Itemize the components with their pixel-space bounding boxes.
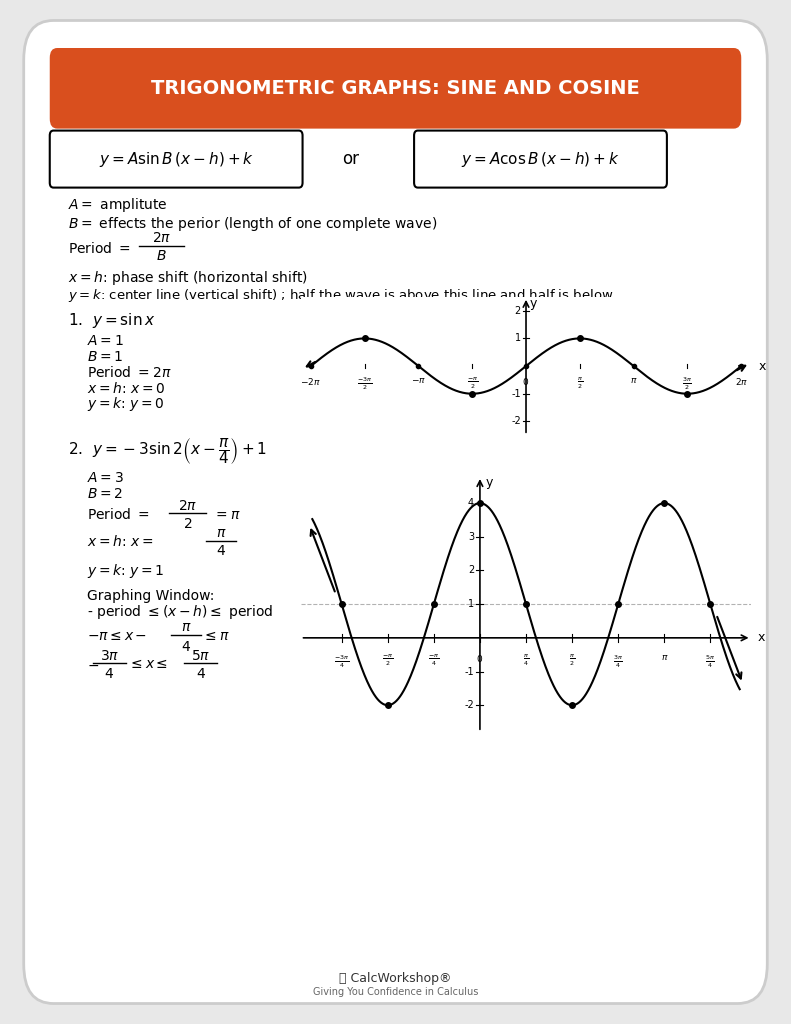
Text: $\pi$: $\pi$ xyxy=(180,620,191,634)
Text: $y = k$: $y = 1$: $y = k$: $y = 1$ xyxy=(87,562,165,580)
Text: 🔢 CalcWorkshop®: 🔢 CalcWorkshop® xyxy=(339,973,452,985)
Text: Period $=$: Period $=$ xyxy=(68,241,135,256)
Text: $4$: $4$ xyxy=(181,640,191,653)
Text: x: x xyxy=(759,359,766,373)
FancyBboxPatch shape xyxy=(24,20,767,1004)
Text: 1.  $y = \sin x$: 1. $y = \sin x$ xyxy=(68,311,156,330)
Text: $A = 3$: $A = 3$ xyxy=(87,471,124,484)
Text: $\frac{\pi}{2}$: $\frac{\pi}{2}$ xyxy=(569,653,575,669)
Text: $\frac{-3\pi}{4}$: $\frac{-3\pi}{4}$ xyxy=(334,653,350,670)
Text: $A =$ amplitute: $A =$ amplitute xyxy=(68,197,168,214)
Text: $\frac{-\pi}{2}$: $\frac{-\pi}{2}$ xyxy=(382,653,393,669)
Text: $0$: $0$ xyxy=(522,376,530,387)
Text: $4$: $4$ xyxy=(216,545,225,558)
Text: -2: -2 xyxy=(511,417,521,426)
Text: $\leq \pi$: $\leq \pi$ xyxy=(202,629,229,643)
Text: $2\pi$: $2\pi$ xyxy=(735,376,747,387)
Text: $\frac{-\pi}{2}$: $\frac{-\pi}{2}$ xyxy=(467,376,478,391)
Text: 1: 1 xyxy=(515,334,521,343)
Text: 2: 2 xyxy=(467,565,474,575)
Text: $-$: $-$ xyxy=(87,657,99,672)
Text: $5\pi$: $5\pi$ xyxy=(191,648,210,663)
Text: $B = 1$: $B = 1$ xyxy=(87,349,123,364)
Text: $\pi$: $\pi$ xyxy=(630,376,638,385)
Text: $\leq x \leq$: $\leq x \leq$ xyxy=(128,657,168,672)
Text: $-\pi \leq x - $: $-\pi \leq x - $ xyxy=(87,629,147,643)
Text: $2$: $2$ xyxy=(183,517,192,530)
Text: $y = k$: $y = 0$: $y = k$: $y = 0$ xyxy=(87,395,165,413)
Text: $\frac{3\pi}{4}$: $\frac{3\pi}{4}$ xyxy=(613,653,623,670)
Text: $2\pi$: $2\pi$ xyxy=(178,499,197,513)
Text: $A = 1$: $A = 1$ xyxy=(87,334,124,348)
Text: Giving You Confidence in Calculus: Giving You Confidence in Calculus xyxy=(312,987,479,996)
Text: -1: -1 xyxy=(464,667,474,677)
Text: $-\pi$: $-\pi$ xyxy=(411,376,426,385)
Text: $B$: $B$ xyxy=(156,250,167,263)
Text: or: or xyxy=(343,151,359,168)
Text: 4: 4 xyxy=(468,498,474,508)
FancyBboxPatch shape xyxy=(50,48,741,129)
Text: $-2\pi$: $-2\pi$ xyxy=(301,376,321,387)
Text: 3: 3 xyxy=(468,531,474,542)
Text: $\pi$: $\pi$ xyxy=(215,525,226,540)
Text: $\frac{3\pi}{2}$: $\frac{3\pi}{2}$ xyxy=(683,376,692,392)
Text: $\frac{\pi}{4}$: $\frac{\pi}{4}$ xyxy=(523,653,529,669)
Text: $2\pi$: $2\pi$ xyxy=(152,230,171,245)
Text: $B = 2$: $B = 2$ xyxy=(87,487,123,502)
Text: $4$: $4$ xyxy=(104,668,114,681)
Text: $\frac{\pi}{2}$: $\frac{\pi}{2}$ xyxy=(577,376,583,391)
Text: $\pi$: $\pi$ xyxy=(660,653,668,662)
Text: Period $= 2\pi$: Period $= 2\pi$ xyxy=(87,365,172,380)
Text: 2: 2 xyxy=(515,306,521,315)
Text: x: x xyxy=(757,632,765,644)
Text: $y = k$: center line (vertical shift) ; half the wave is above this line and hal: $y = k$: center line (vertical shift) ; … xyxy=(68,287,614,304)
Text: Graphing Window:: Graphing Window: xyxy=(87,589,214,602)
Text: y: y xyxy=(529,297,537,310)
Text: -2: -2 xyxy=(464,700,474,711)
Text: $\frac{-3\pi}{2}$: $\frac{-3\pi}{2}$ xyxy=(357,376,373,392)
Text: Period $= $: Period $= $ xyxy=(87,508,150,522)
Text: - period $\leq (x - h) \leq$ period: - period $\leq (x - h) \leq$ period xyxy=(87,603,273,622)
Text: $\frac{-\pi}{4}$: $\frac{-\pi}{4}$ xyxy=(428,653,440,669)
FancyBboxPatch shape xyxy=(50,131,303,187)
FancyBboxPatch shape xyxy=(414,131,667,187)
Text: TRIGONOMETRIC GRAPHS: SINE AND COSINE: TRIGONOMETRIC GRAPHS: SINE AND COSINE xyxy=(151,79,640,98)
Text: $y = A \sin B\,(x - h) + k$: $y = A \sin B\,(x - h) + k$ xyxy=(99,150,254,169)
Text: $x = h$: $x = 0$: $x = h$: $x = 0$ xyxy=(87,381,165,395)
Text: $4$: $4$ xyxy=(195,668,206,681)
Text: $B =$ effects the perior (length of one complete wave): $B =$ effects the perior (length of one … xyxy=(68,215,437,233)
Text: $0$: $0$ xyxy=(476,653,483,664)
Text: 2.  $y = -3 \sin 2\left(x - \dfrac{\pi}{4}\right) + 1$: 2. $y = -3 \sin 2\left(x - \dfrac{\pi}{4… xyxy=(68,436,267,466)
Text: $x = h$: phase shift (horizontal shift): $x = h$: phase shift (horizontal shift) xyxy=(68,269,308,287)
Text: $\frac{5\pi}{4}$: $\frac{5\pi}{4}$ xyxy=(706,653,715,670)
Text: $x = h$: $x = $: $x = h$: $x = $ xyxy=(87,534,153,549)
Text: 1: 1 xyxy=(468,599,474,609)
Text: $y = A \cos B\,(x - h) + k$: $y = A \cos B\,(x - h) + k$ xyxy=(461,150,620,169)
Text: $= \pi$: $= \pi$ xyxy=(214,508,241,522)
Text: $3\pi$: $3\pi$ xyxy=(100,648,119,663)
Text: -1: -1 xyxy=(511,389,521,398)
Text: y: y xyxy=(486,476,493,489)
